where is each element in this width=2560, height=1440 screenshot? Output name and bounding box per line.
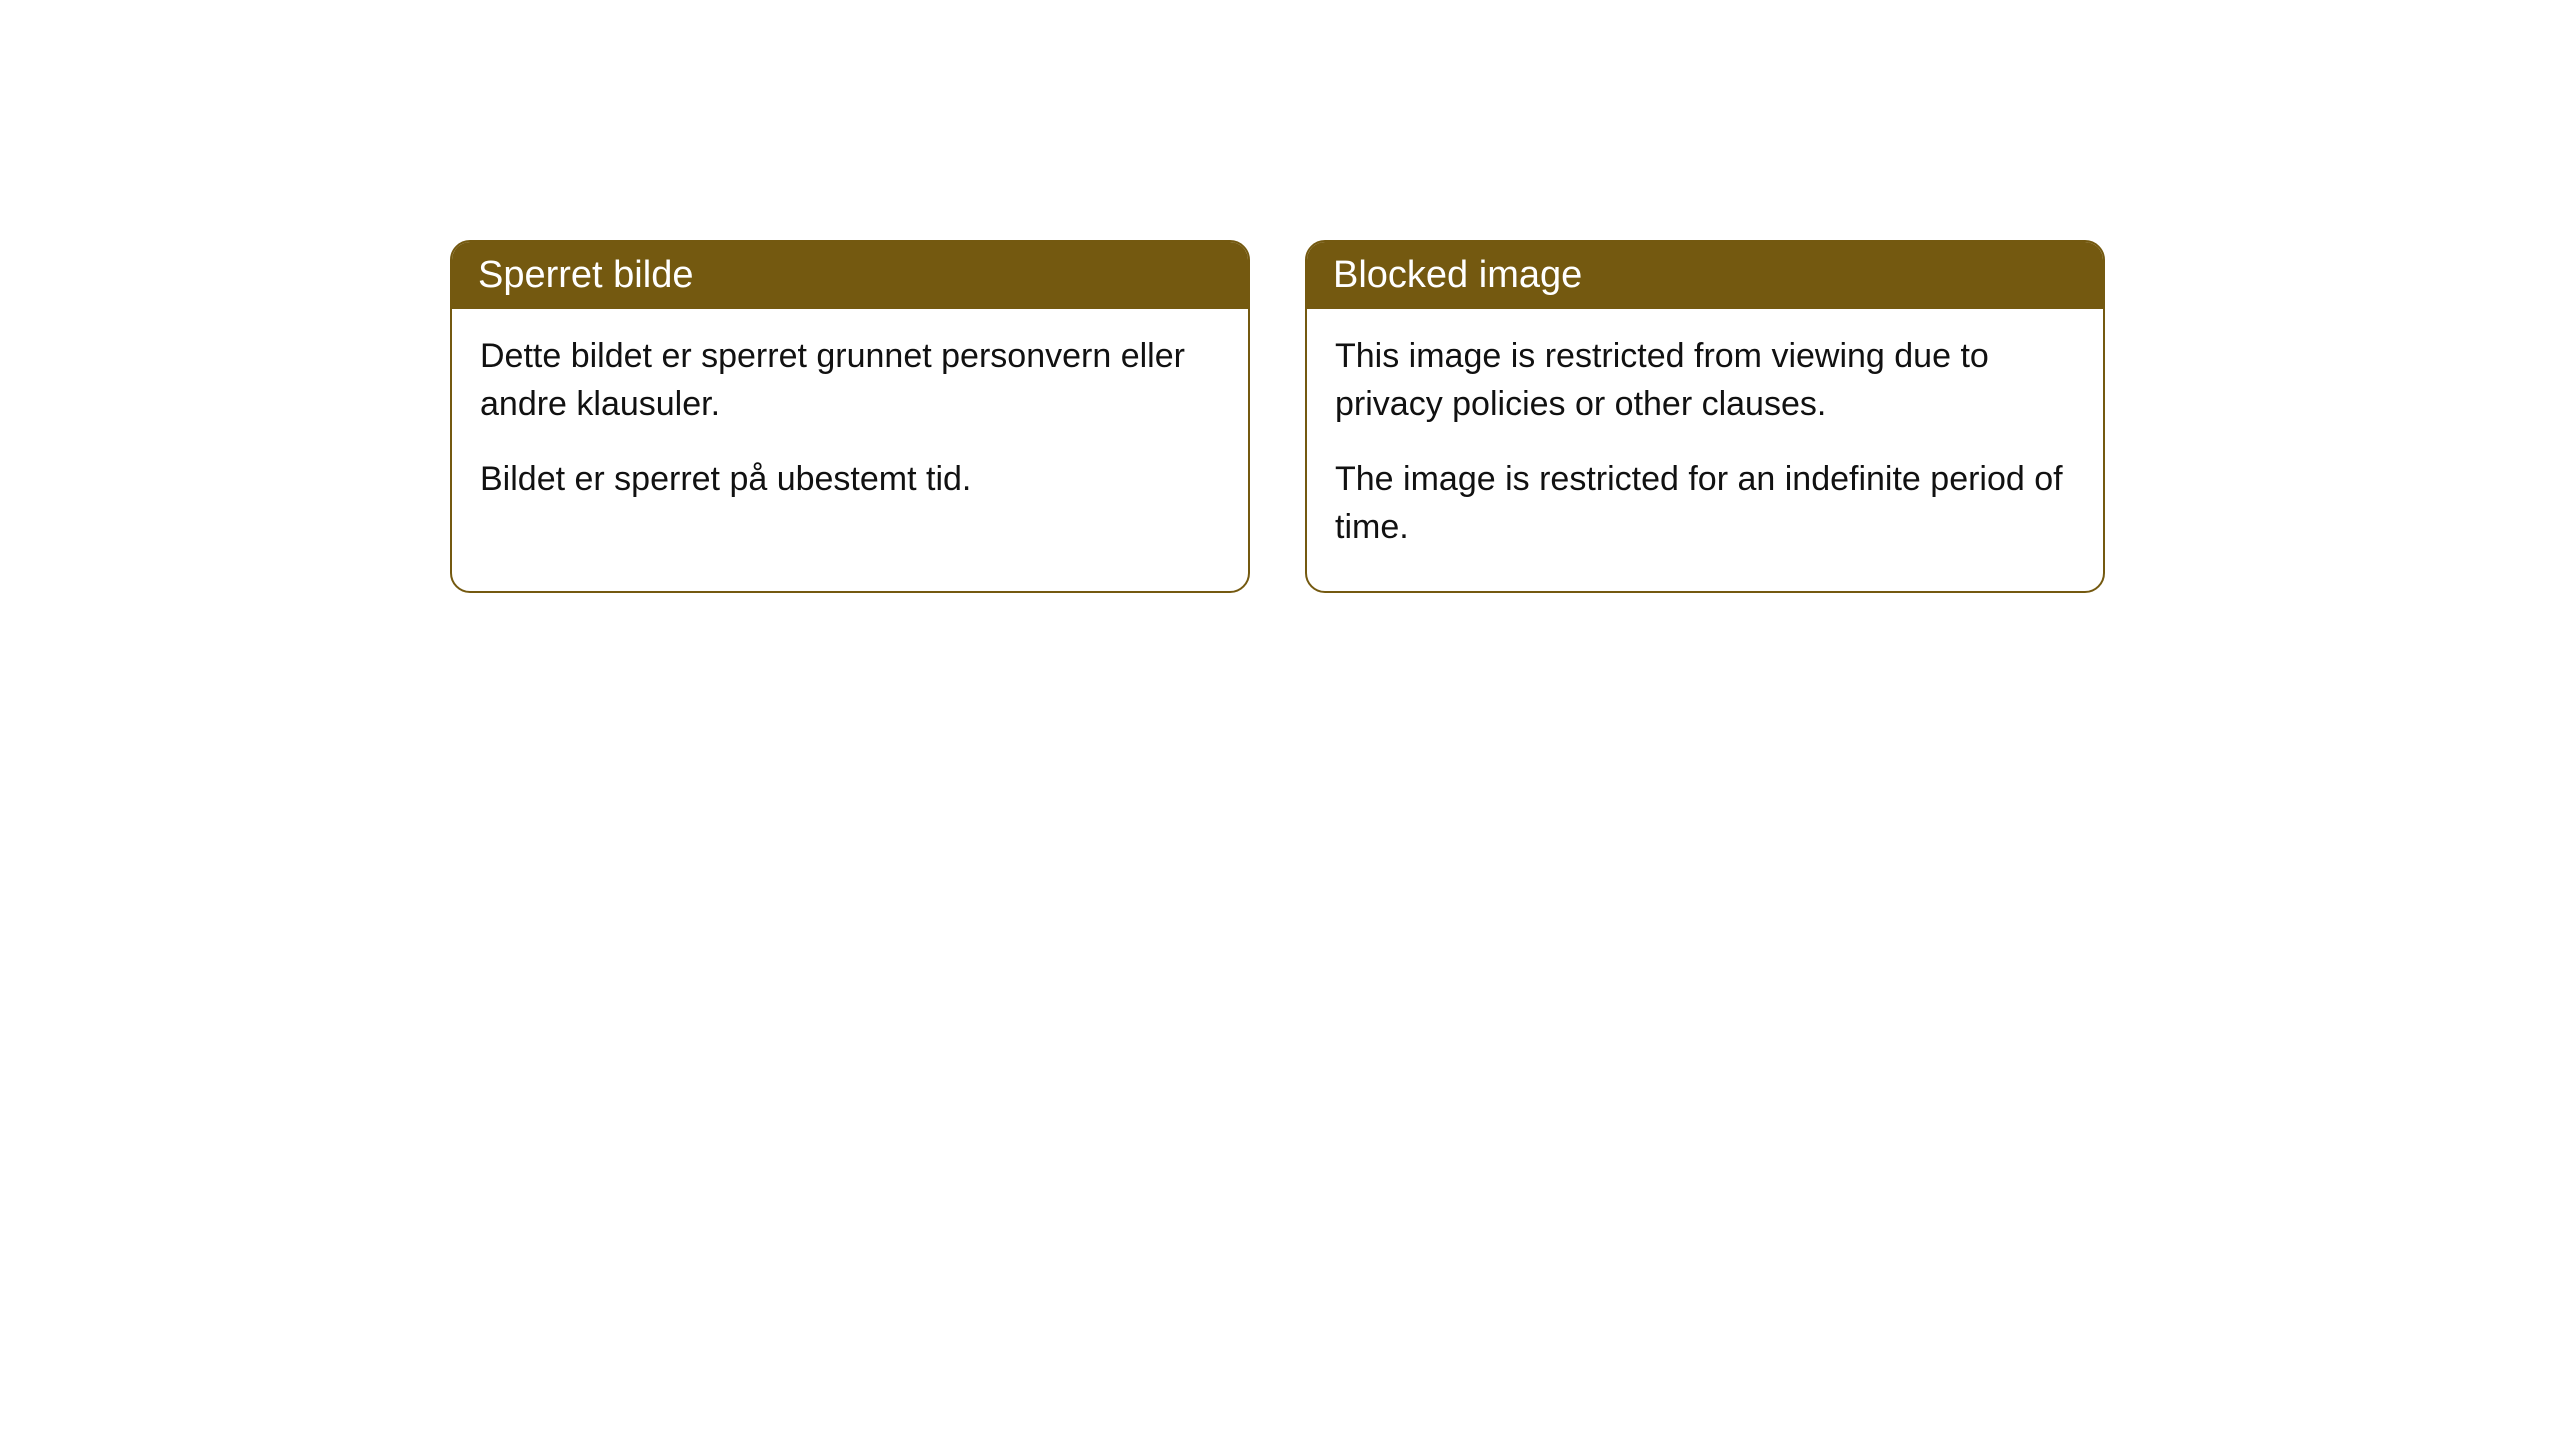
notice-card-norwegian: Sperret bilde Dette bildet er sperret gr… [450, 240, 1250, 593]
card-body: This image is restricted from viewing du… [1307, 309, 2103, 591]
card-title: Blocked image [1333, 254, 1582, 296]
card-body: Dette bildet er sperret grunnet personve… [452, 309, 1248, 544]
card-paragraph: Dette bildet er sperret grunnet personve… [480, 333, 1220, 428]
card-paragraph: Bildet er sperret på ubestemt tid. [480, 456, 1220, 504]
notice-cards-container: Sperret bilde Dette bildet er sperret gr… [450, 240, 2105, 593]
notice-card-english: Blocked image This image is restricted f… [1305, 240, 2105, 593]
card-header: Sperret bilde [452, 242, 1248, 309]
card-title: Sperret bilde [478, 254, 693, 296]
card-paragraph: This image is restricted from viewing du… [1335, 333, 2075, 428]
card-paragraph: The image is restricted for an indefinit… [1335, 456, 2075, 551]
card-header: Blocked image [1307, 242, 2103, 309]
